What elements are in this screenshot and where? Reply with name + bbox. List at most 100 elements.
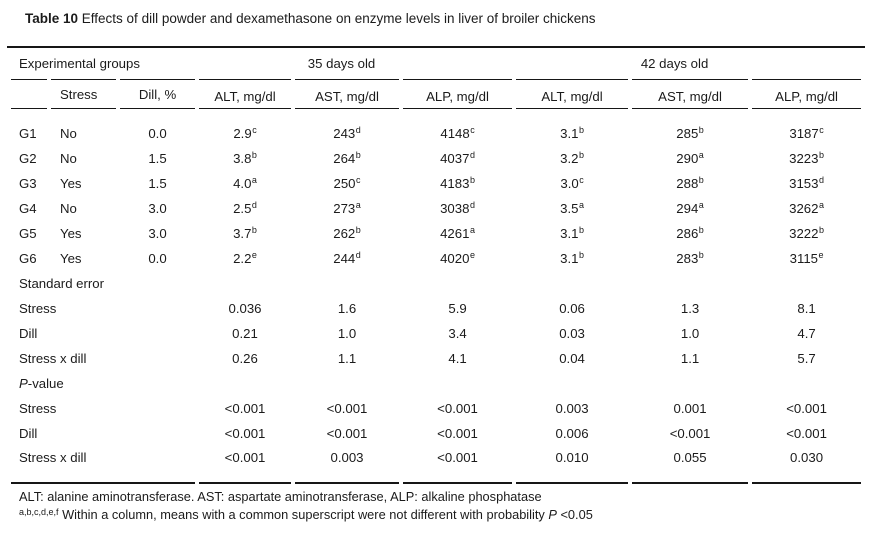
value-cell: 4020e: [440, 250, 475, 266]
value-cell: <0.001: [786, 426, 827, 441]
value-cell: 3038d: [440, 200, 475, 216]
superscript-d: d: [251, 200, 257, 210]
value-cell: 3.8b: [233, 150, 257, 166]
p-value-row: Stress <0.001 <0.001 <0.001 0.003 0.001 <0.001: [11, 396, 861, 421]
superscript-e: e: [469, 250, 475, 260]
header-alp-42: ALP, mg/dl: [752, 79, 862, 109]
superscript-d: d: [818, 175, 824, 185]
value-cell: 294a: [676, 200, 704, 216]
value-cell: 3223b: [789, 150, 824, 166]
value-cell: 3.1b: [560, 225, 584, 241]
value-cell: 3.1b: [560, 250, 584, 266]
header-ast-35: AST, mg/dl: [295, 79, 400, 109]
value-cell: 2.5d: [233, 200, 257, 216]
stress-cell: Yes: [60, 226, 82, 241]
superscript-b: b: [355, 150, 361, 160]
row-label-cell: Dill: [19, 326, 38, 341]
value-cell: 0.21: [232, 326, 258, 341]
header-42-days-old: 42 days old: [640, 56, 709, 71]
superscript-b: b: [578, 125, 584, 135]
value-cell: 2.9c: [233, 125, 257, 141]
group-id-cell: G5: [19, 226, 37, 241]
dill-cell: 0.0: [148, 251, 167, 266]
value-cell: 288b: [676, 175, 704, 191]
group-row-g6: G6 Yes 0.0 2.2e 244d 4020e 3.1b 283b 3115e: [11, 246, 861, 271]
superscript-b: b: [578, 150, 584, 160]
group-id-cell: G2: [19, 151, 37, 166]
value-cell: <0.001: [669, 426, 711, 441]
value-cell: 0.04: [559, 351, 585, 366]
value-cell: 244d: [333, 250, 361, 266]
dill-cell: 1.5: [148, 151, 167, 166]
value-cell: 1.0: [680, 326, 700, 341]
value-cell: 243d: [333, 125, 361, 141]
value-cell: 0.003: [295, 446, 400, 484]
group-id-cell: G1: [19, 126, 37, 141]
value-cell: 273a: [333, 200, 361, 216]
value-cell: 0.010: [516, 446, 629, 484]
value-cell: <0.001: [786, 401, 827, 416]
p-value-label: P-value: [19, 376, 64, 391]
standard-error-row: Stress x dill 0.26 1.1 4.1 0.04 1.1 5.7: [11, 346, 861, 371]
value-cell: 0.26: [232, 351, 258, 366]
column-group-header-row: Experimental groups 35 days old 42 days …: [11, 48, 861, 79]
value-cell: 250c: [333, 175, 361, 191]
value-cell: 0.036: [228, 301, 262, 316]
value-cell: 5.7: [797, 351, 816, 366]
value-cell: 5.9: [448, 301, 467, 316]
value-cell: 0.030: [752, 446, 862, 484]
header-dill-percent: Dill, %: [120, 79, 196, 109]
value-cell: 285b: [676, 125, 704, 141]
header-alt-42: ALT, mg/dl: [516, 79, 629, 109]
value-cell: 3.4: [448, 326, 467, 341]
dill-cell: 3.0: [148, 201, 167, 216]
stress-cell: Yes: [60, 251, 82, 266]
superscript-a: a: [578, 200, 584, 210]
value-cell: 283b: [676, 250, 704, 266]
superscript-c: c: [579, 175, 584, 185]
group-id-cell: G3: [19, 176, 37, 191]
superscript-d: d: [469, 150, 475, 160]
stress-cell: No: [60, 151, 77, 166]
row-label-cell: Stress x dill: [11, 446, 196, 484]
value-cell: 0.055: [632, 446, 749, 484]
superscript-b: b: [251, 150, 257, 160]
enzyme-levels-table: Experimental groups 35 days old 42 days …: [7, 46, 866, 484]
superscript-b: b: [818, 225, 824, 235]
value-cell: 3115e: [789, 250, 824, 266]
header-35-days-old: 35 days old: [307, 56, 376, 71]
value-cell: 4037d: [440, 150, 475, 166]
superscript-d: d: [355, 125, 361, 135]
superscript-b: b: [251, 225, 257, 235]
abbreviation-note: ALT: alanine aminotransferase. AST: aspa…: [19, 489, 542, 504]
standard-error-row: Stress 0.036 1.6 5.9 0.06 1.3 8.1: [11, 296, 861, 321]
value-cell: 3222b: [789, 225, 824, 241]
p-symbol: P: [19, 376, 28, 391]
superscript-c: c: [819, 125, 824, 135]
group-row-g1: G1 No 0.0 2.9c 243d 4148c 3.1b 285b 3187c: [11, 109, 861, 146]
value-cell: 4261a: [440, 225, 475, 241]
superscript-d: d: [469, 200, 475, 210]
value-cell: 1.3: [680, 301, 700, 316]
superscript-note-text: Within a column, means with a common sup…: [58, 506, 549, 522]
section-label-row: Standard error: [11, 271, 861, 296]
superscript-letters: a,b,c,d,e,f: [19, 506, 59, 517]
header-stress: Stress: [51, 79, 116, 109]
value-cell: 0.03: [559, 326, 585, 341]
probability-threshold: <0.05: [556, 506, 593, 522]
value-cell: <0.001: [437, 401, 478, 416]
p-value-row: Stress x dill <0.001 0.003 <0.001 0.010 0.055…: [11, 446, 862, 484]
stress-cell: No: [60, 126, 77, 141]
header-ast-42: AST, mg/dl: [632, 79, 749, 109]
value-cell: <0.001: [326, 401, 368, 416]
value-cell: 3.0c: [560, 175, 584, 191]
superscript-note: a,b,c,d,e,f Within a column, means with …: [19, 506, 882, 526]
group-id-cell: G6: [19, 251, 37, 266]
value-cell: 2.2e: [233, 250, 257, 266]
superscript-a: a: [818, 200, 824, 210]
standard-error-row: Dill 0.21 1.0 3.4 0.03 1.0 4.7: [11, 321, 861, 346]
superscript-b: b: [578, 250, 584, 260]
table-caption: Table 10 Effects of dill powder and dexa…: [25, 11, 882, 26]
value-cell: 4148c: [440, 125, 475, 141]
